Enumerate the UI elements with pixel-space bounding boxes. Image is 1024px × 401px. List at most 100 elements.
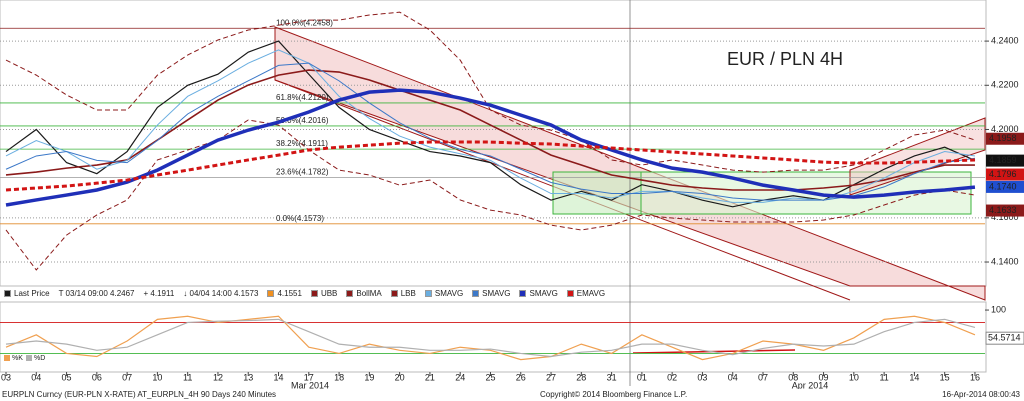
x-tick-label: 16 [970,372,980,382]
x-tick-label: 15 [940,372,950,382]
legend-item: + 4.1911 [144,289,175,298]
legend: Last Price T 03/14 09:00 4.2467 + 4.1911 ↓ … [4,289,605,298]
fib-label: 100.0%(4.2458) [276,18,333,27]
x-tick-label: 28 [576,372,586,382]
x-tick-label: 13 [243,372,253,382]
legend-label: SMAVG [434,289,464,298]
x-tick-label: 03 [697,372,707,382]
legend-swatch [346,290,354,297]
fib-label: 38.2%(4.1911) [276,139,328,148]
legend-swatch [390,290,398,297]
x-tick-label: 14 [909,372,919,382]
y-tick-label: 4.2200 [991,80,1019,90]
x-tick-label: 24 [455,372,465,382]
x-tick-label: 06 [92,372,102,382]
price-tag-label: 4.1796 [989,169,1017,179]
osc-tag-label: 54.5714 [988,333,1021,343]
price-tag-label: 4.1958 [989,133,1017,143]
x-tick-label: 25 [485,372,495,382]
legend-swatch [4,290,11,297]
x-tick-label: 19 [364,372,374,382]
chart-title: EUR / PLN 4H [727,49,843,69]
x-tick-label: 10 [849,372,859,382]
price-tag [986,168,1024,181]
series-line [5,49,976,203]
legend-item: ↓ 04/04 14:00 4.1573 [183,289,258,298]
x-tick-label: 14 [274,372,284,382]
series-line [5,69,975,191]
osc-tick-label: 100 [991,304,1006,314]
legend-swatch [566,290,574,297]
series-line [5,318,976,358]
x-tick-label: 27 [546,372,556,382]
series-line [5,88,976,207]
footer-left: EURPLN Curncy (EUR-PLN X-RATE) AT_EURPLN… [2,390,277,399]
series-line [5,140,976,192]
x-tick-label: 04 [728,372,738,382]
price-tag [986,154,1024,167]
y-tick-label: 4.2400 [991,35,1019,45]
x-tick-label: 21 [425,372,435,382]
footer-right: 16-Apr-2014 08:00:43 [942,390,1020,399]
price-tag [986,180,1024,193]
legend-item: EMAVG [566,289,606,298]
legend-item: SMAVG [472,289,510,298]
legend-item: SMAVG [424,289,464,298]
x-tick-label: 31 [607,372,617,382]
x-tick-label: 08 [788,372,798,382]
osc-legend-label: %D [34,355,45,362]
legend-label: 4.1551 [277,289,302,298]
osc-tag [985,331,1024,345]
legend-label: Last Price [14,289,50,298]
price-tag-label: 4.1740 [989,181,1017,191]
series-line [5,315,976,361]
x-tick-label: 12 [213,372,223,382]
period-label: Mar 2014 [291,380,329,389]
x-tick-label: 04 [31,372,41,382]
x-tick-label: 07 [122,372,132,382]
price-tag-label: 4.1633 [989,205,1017,215]
series-line [5,40,976,208]
chart: EUR / PLN 4H 4.1400 4.1600 4.2000 4.2200 4.2… [0,0,1024,389]
legend-swatch [519,290,527,297]
osc-legend-swatch [26,355,32,361]
legend-item: BollMA [346,289,382,298]
fib-label: 23.6%(4.1782) [276,168,329,177]
x-tick-label: 07 [758,372,768,382]
plot: 4.1400 4.1600 4.2000 4.2200 4.2400 100.0%(4.2… [0,11,1024,389]
fib-label: 61.8%(4.2120) [276,93,329,102]
legend-item: Last Price [4,289,50,298]
x-tick-label: 26 [516,372,526,382]
x-tick-label: 01 [637,372,647,382]
price-tag [986,204,1024,217]
x-tick-label: 02 [667,372,677,382]
legend-item: SMAVG [519,289,558,298]
legend-item: 4.1551 [267,289,302,298]
fib-label: 50.0%(4.2016) [276,116,329,125]
osc-legend-label: %K [12,355,23,362]
x-tick-label: 11 [879,372,888,382]
legend-item: LBB [390,289,416,298]
x-tick-label: 11 [183,372,192,382]
fib-label: 0.0%(4.1573) [276,214,324,223]
x-tick-label: 17 [304,372,314,382]
legend-label: EMAVG [576,289,606,298]
legend-label: ↓ 04/04 14:00 4.1573 [183,289,259,298]
legend-label: SMAVG [529,289,558,298]
oscillator-panel [0,301,987,373]
legend-label: LBB [400,289,416,298]
period-label: Apr 2014 [792,380,829,389]
price-tag-label: 4.1859 [989,155,1017,165]
x-tick-label: 05 [62,372,72,382]
price-tag [986,132,1024,145]
series-line [5,119,976,271]
y-tick-label: 4.2000 [991,124,1019,134]
legend-swatch [310,290,318,297]
legend-label: BollMA [356,289,382,298]
x-tick-label: 09 [819,372,829,382]
footer-center: Copyright© 2014 Bloomberg Finance L.P. [540,390,688,399]
legend-swatch [424,290,432,297]
legend-swatch [267,290,275,297]
series-line [5,11,976,173]
